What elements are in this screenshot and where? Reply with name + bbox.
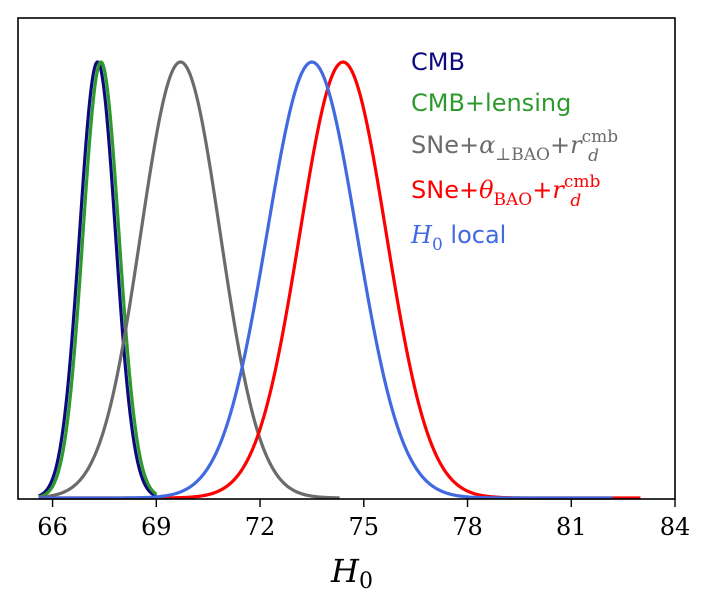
x-tick-label: 72 (245, 513, 276, 541)
x-axis-ticks: 66 69 72 75 78 81 84 (37, 499, 690, 541)
x-axis-label: H0 (330, 552, 373, 594)
x-tick-label: 75 (349, 513, 380, 541)
series-line-2 (38, 60, 341, 500)
legend-entry-4: H0 local (410, 221, 506, 255)
x-tick-label: 84 (660, 513, 691, 541)
series-line-3 (38, 60, 641, 500)
legend-entry-3: SNe+θBAO+rcmb d (411, 172, 600, 211)
series-line-0 (37, 60, 158, 498)
legend: CMB CMB+lensing SNe+α⊥BAO+rcmb d SNe+θBAO+rc… (410, 48, 618, 255)
plot-frame (17, 17, 676, 500)
x-tick-label: 66 (37, 513, 68, 541)
series-line-1 (37, 60, 158, 499)
legend-entry-2: SNe+α⊥BAO+rcmb d (411, 127, 618, 166)
series-line-4 (38, 60, 613, 500)
legend-entry-1: CMB+lensing (411, 89, 571, 117)
x-tick-label: 69 (141, 513, 172, 541)
x-tick-label: 78 (452, 513, 483, 541)
curves-layer (37, 60, 641, 500)
x-tick-label: 81 (556, 513, 587, 541)
legend-entry-0: CMB (411, 48, 465, 76)
